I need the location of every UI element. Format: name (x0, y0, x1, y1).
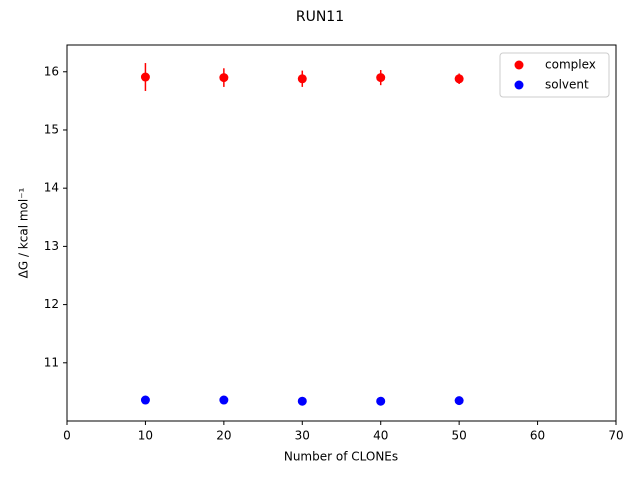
legend-marker (514, 80, 524, 90)
plot-frame (66, 44, 617, 422)
y-tick-label: 15 (44, 122, 59, 136)
point (219, 73, 229, 83)
point (219, 395, 229, 405)
x-tick-label: 20 (216, 429, 231, 443)
point (140, 395, 150, 405)
x-tick-label: 60 (530, 429, 545, 443)
x-tick-label: 50 (452, 429, 467, 443)
y-tick-label: 16 (44, 64, 59, 78)
point (454, 74, 464, 84)
point (297, 396, 307, 406)
legend-label: solvent (545, 78, 589, 92)
point (140, 72, 150, 82)
y-tick-label: 11 (44, 355, 59, 369)
legend-label: complex (545, 58, 596, 72)
point (297, 74, 307, 84)
y-axis-label: ΔG / kcal mol⁻¹ (17, 187, 31, 278)
x-tick-label: 40 (373, 429, 388, 443)
y-tick-label: 12 (44, 297, 59, 311)
point (376, 73, 386, 83)
x-tick-label: 10 (138, 429, 153, 443)
point (376, 396, 386, 406)
legend-box (499, 52, 610, 98)
y-tick-label: 14 (44, 181, 59, 195)
y-tick-label: 13 (44, 239, 59, 253)
chart-title: RUN11 (296, 9, 344, 25)
legend-marker (514, 60, 524, 70)
x-axis-label: Number of CLONEs (284, 450, 398, 464)
point (454, 396, 464, 406)
x-tick-label: 0 (63, 429, 71, 443)
x-tick-label: 70 (608, 429, 623, 443)
x-tick-label: 30 (295, 429, 310, 443)
